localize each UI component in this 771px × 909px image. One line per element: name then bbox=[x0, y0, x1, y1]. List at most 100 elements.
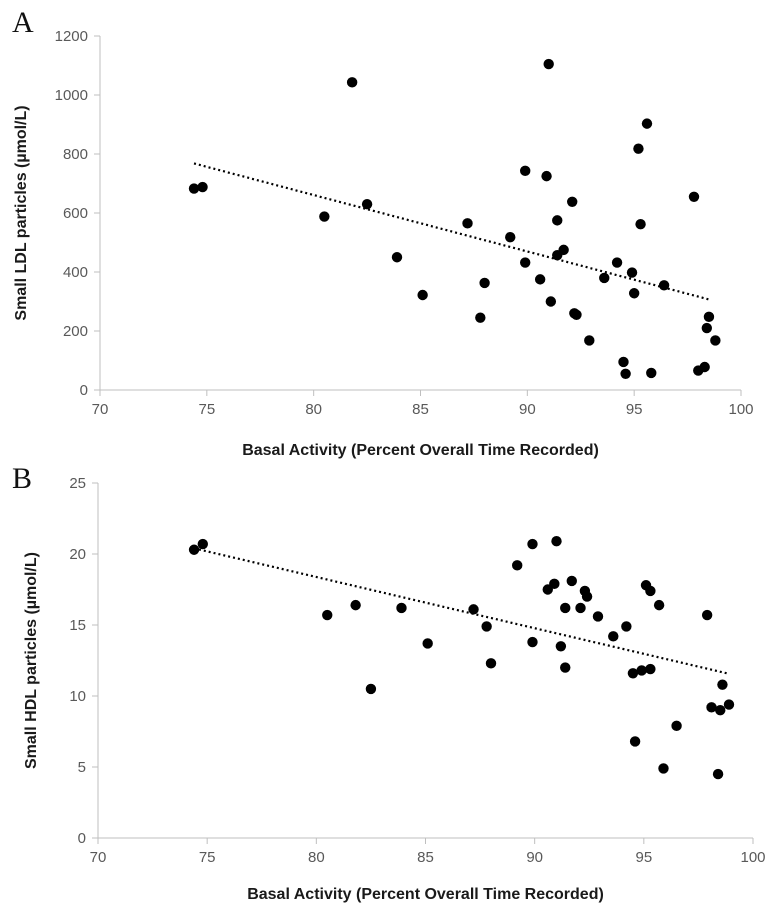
data-point bbox=[188, 544, 200, 555]
y-tick-label: 10 bbox=[69, 688, 86, 705]
data-point bbox=[567, 196, 578, 207]
data-point bbox=[715, 705, 726, 716]
data-point bbox=[485, 658, 497, 669]
y-axis-title: Small HDL particles (µmol/L) bbox=[23, 552, 40, 769]
trendline bbox=[193, 162, 710, 301]
data-point bbox=[599, 272, 610, 284]
data-point bbox=[197, 181, 208, 193]
data-point bbox=[621, 621, 632, 632]
data-point bbox=[545, 296, 557, 307]
x-tick-label: 70 bbox=[90, 849, 107, 866]
x-tick-label: 80 bbox=[305, 401, 322, 418]
data-point bbox=[350, 599, 361, 611]
data-point bbox=[555, 641, 567, 652]
data-point bbox=[481, 621, 492, 632]
data-point bbox=[479, 277, 490, 289]
data-point bbox=[592, 611, 604, 622]
data-point bbox=[581, 591, 593, 602]
x-tick-label: 100 bbox=[728, 401, 753, 418]
x-tick-label: 75 bbox=[198, 401, 215, 418]
y-tick-label: 800 bbox=[63, 146, 88, 163]
y-tick-label: 15 bbox=[69, 617, 86, 634]
data-point bbox=[636, 665, 647, 676]
y-tick-label: 0 bbox=[80, 382, 88, 399]
data-point bbox=[641, 118, 653, 129]
data-point bbox=[706, 702, 717, 713]
y-tick-label: 1200 bbox=[55, 28, 88, 45]
data-point bbox=[541, 170, 552, 182]
data-point bbox=[319, 211, 330, 222]
data-point bbox=[396, 602, 407, 614]
x-tick-label: 95 bbox=[635, 849, 652, 866]
data-point bbox=[646, 367, 657, 379]
data-point bbox=[688, 191, 700, 202]
data-point bbox=[611, 257, 623, 268]
y-axis-title: Small LDL particles (µmol/L) bbox=[13, 105, 30, 320]
data-point bbox=[571, 309, 582, 320]
data-point bbox=[627, 668, 639, 679]
data-point bbox=[633, 143, 644, 154]
trendline bbox=[193, 547, 728, 675]
x-tick-label: 75 bbox=[199, 849, 216, 866]
data-point bbox=[188, 183, 200, 194]
x-tick-label: 90 bbox=[526, 849, 543, 866]
data-point bbox=[527, 538, 538, 550]
x-tick-label: 85 bbox=[417, 849, 434, 866]
data-point bbox=[712, 768, 724, 780]
data-point bbox=[710, 335, 721, 346]
data-point bbox=[527, 636, 538, 648]
x-axis-title: Basal Activity (Percent Overall Time Rec… bbox=[242, 442, 599, 459]
data-point bbox=[717, 679, 728, 690]
data-point bbox=[361, 198, 373, 210]
data-point bbox=[608, 631, 619, 642]
data-point bbox=[468, 604, 479, 615]
data-point bbox=[658, 763, 669, 774]
data-point bbox=[560, 602, 571, 614]
data-point bbox=[701, 609, 713, 621]
data-point bbox=[346, 77, 358, 88]
y-tick-label: 20 bbox=[69, 546, 86, 563]
data-point bbox=[552, 215, 563, 226]
data-point bbox=[653, 599, 665, 611]
data-point bbox=[626, 267, 638, 278]
data-point bbox=[723, 699, 735, 710]
data-point bbox=[462, 218, 473, 229]
y-tick-label: 0 bbox=[78, 830, 86, 847]
panel-A: A 0 200 400 600 800 1000 1200 70 75 80 85 90 95 100 Bas… bbox=[12, 6, 754, 459]
data-point bbox=[645, 663, 656, 675]
data-point bbox=[534, 274, 546, 285]
data-point bbox=[551, 536, 562, 547]
data-point bbox=[519, 165, 531, 177]
data-point bbox=[543, 58, 554, 70]
data-point bbox=[566, 575, 577, 587]
y-tick-label: 200 bbox=[63, 323, 88, 340]
panel-letter: B bbox=[12, 462, 32, 495]
y-tick-label: 1000 bbox=[55, 87, 88, 104]
data-point bbox=[365, 683, 377, 695]
y-tick-label: 400 bbox=[63, 264, 88, 281]
data-point bbox=[391, 252, 403, 263]
x-tick-label: 90 bbox=[519, 401, 536, 418]
data-point bbox=[197, 538, 208, 550]
y-tick-label: 5 bbox=[78, 759, 86, 776]
x-axis-title: Basal Activity (Percent Overall Time Rec… bbox=[247, 886, 604, 903]
x-tick-label: 70 bbox=[92, 401, 109, 418]
data-point bbox=[584, 335, 595, 346]
data-point bbox=[549, 578, 560, 590]
y-tick-label: 600 bbox=[63, 205, 88, 222]
data-point bbox=[422, 638, 433, 649]
data-point bbox=[519, 257, 531, 268]
data-point bbox=[645, 585, 656, 597]
data-point bbox=[322, 609, 333, 621]
data-point bbox=[618, 356, 629, 368]
x-tick-label: 95 bbox=[626, 401, 643, 418]
panel-B: B 0 5 10 15 20 25 70 75 80 85 90 95 100 Basal Activity… bbox=[12, 462, 766, 903]
data-point bbox=[635, 219, 646, 230]
data-point bbox=[658, 280, 670, 291]
data-point bbox=[628, 288, 640, 299]
data-point bbox=[699, 361, 710, 373]
x-tick-label: 85 bbox=[412, 401, 429, 418]
data-point bbox=[671, 720, 682, 732]
data-point bbox=[505, 231, 516, 243]
